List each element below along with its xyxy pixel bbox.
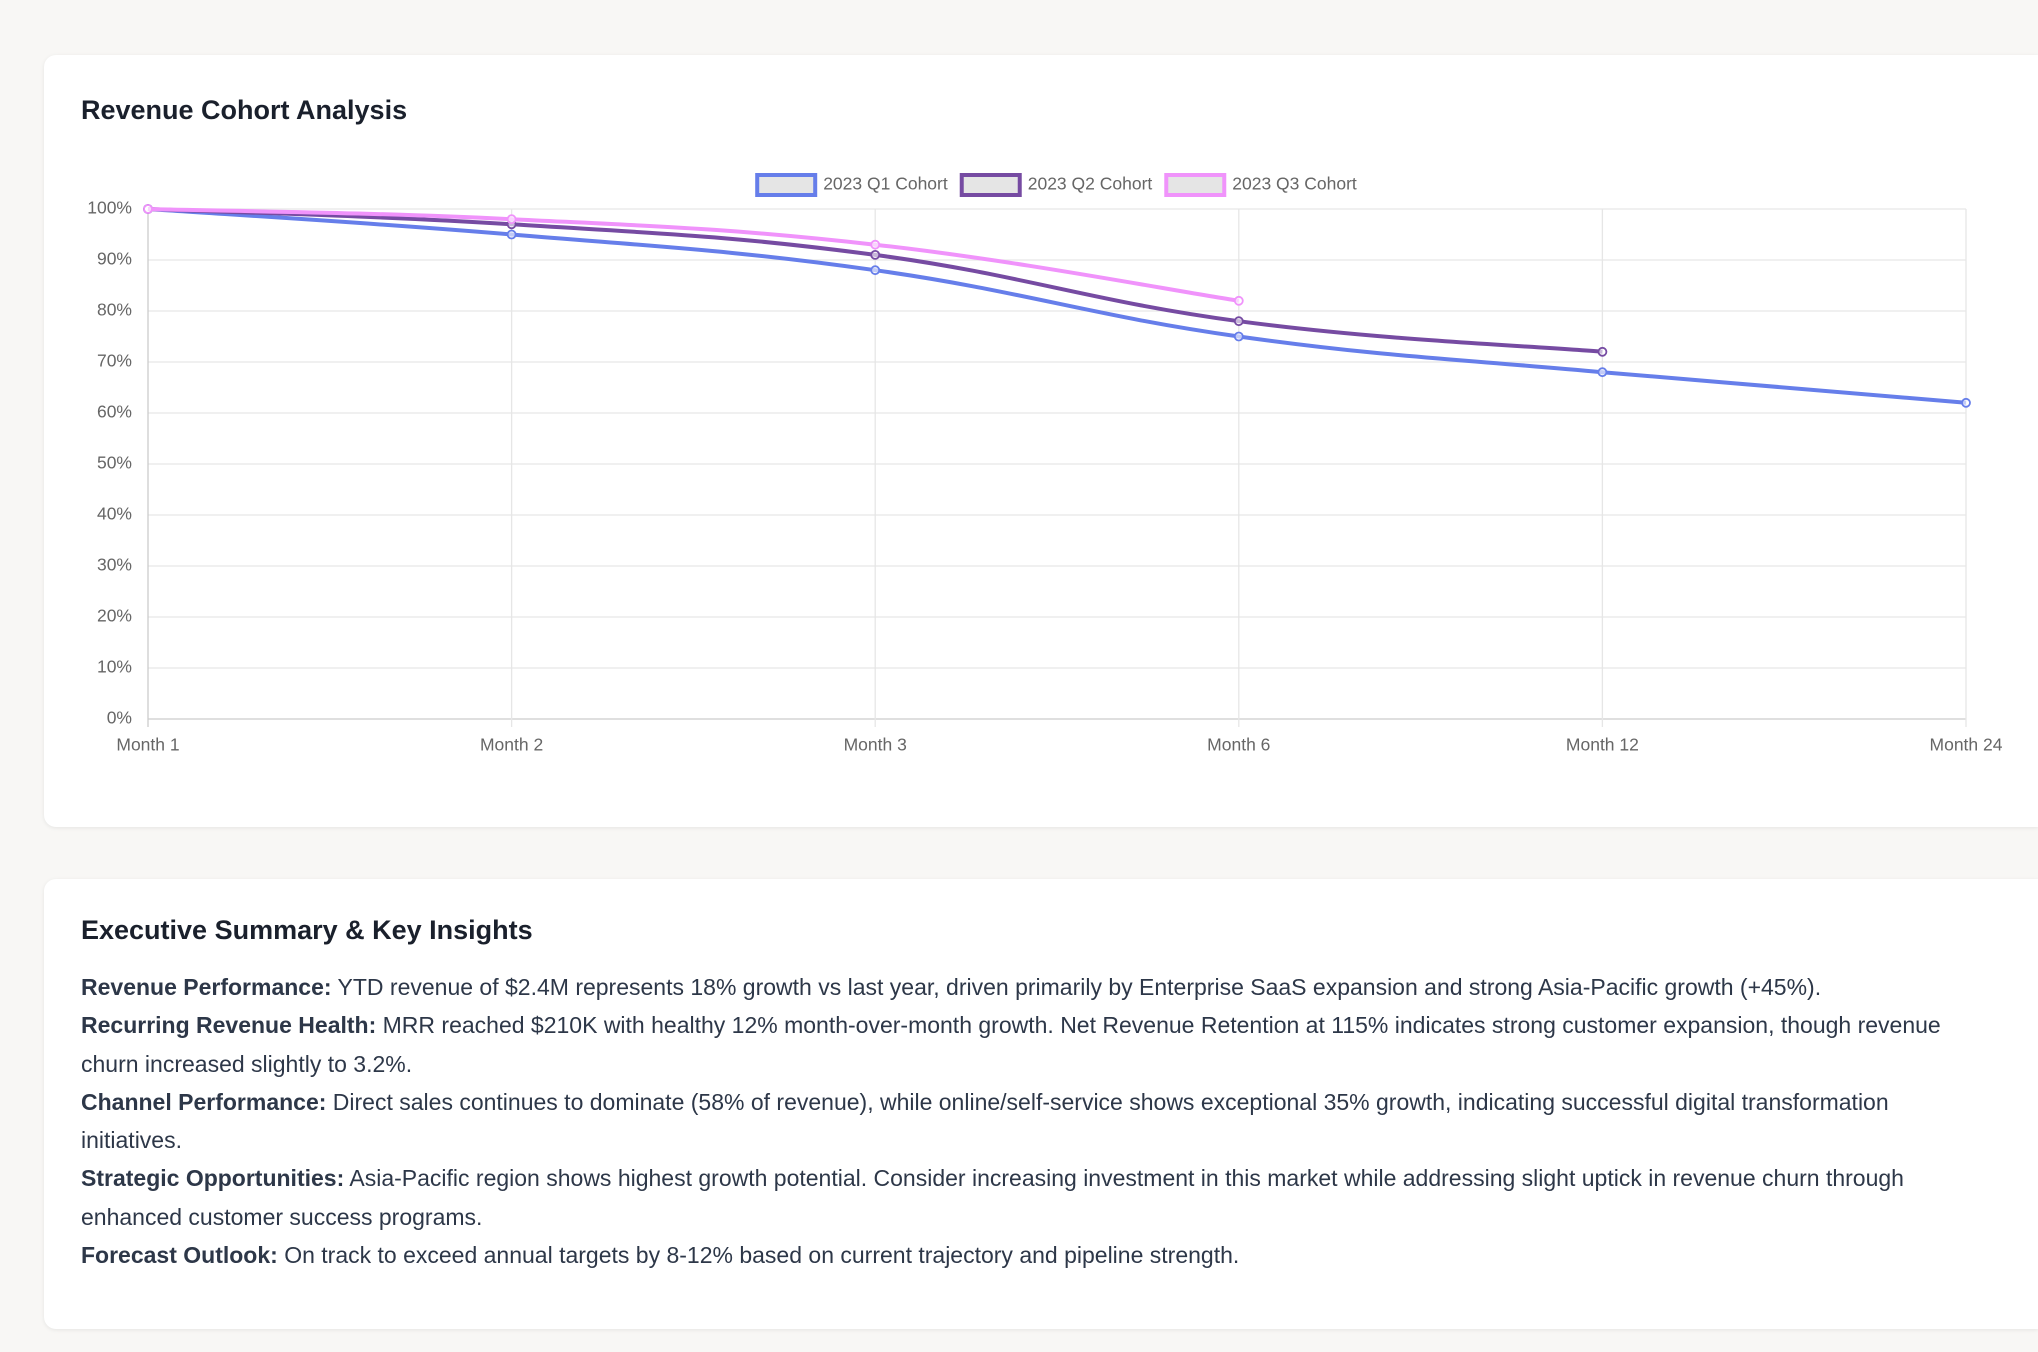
summary-item: Strategic Opportunities: Asia-Pacific re… xyxy=(81,1159,1981,1236)
y-tick-label: 10% xyxy=(97,657,132,677)
y-tick-label: 20% xyxy=(97,606,132,626)
item-label: Revenue Performance: xyxy=(81,974,332,1000)
x-tick-label: Month 6 xyxy=(1207,735,1270,755)
summary-title: Executive Summary & Key Insights xyxy=(81,915,533,945)
data-point xyxy=(1597,367,1608,378)
y-tick-label: 0% xyxy=(107,708,132,728)
data-point xyxy=(1233,331,1244,342)
item-text: MRR reached $210K with healthy 12% month… xyxy=(81,1012,1941,1077)
data-point xyxy=(870,249,881,260)
series-line xyxy=(147,207,1967,405)
y-tick-label: 40% xyxy=(97,504,132,524)
data-point xyxy=(143,204,153,214)
data-point xyxy=(1597,346,1608,357)
data-point xyxy=(870,265,881,276)
legend-swatch xyxy=(959,173,1022,197)
summary-list: Revenue Performance: YTD revenue of $2.4… xyxy=(81,968,1998,1274)
y-tick-label: 90% xyxy=(97,249,132,269)
y-tick-label: 70% xyxy=(97,351,132,371)
chart-card xyxy=(44,55,2038,827)
legend-item: 2023 Q2 Cohort xyxy=(959,173,1153,197)
item-label: Strategic Opportunities: xyxy=(81,1165,345,1192)
y-tick-label: 60% xyxy=(97,402,132,422)
data-point xyxy=(506,214,517,225)
legend-label: 2023 Q3 Cohort xyxy=(1232,174,1357,194)
legend-label: 2023 Q2 Cohort xyxy=(1028,174,1153,194)
legend-swatch xyxy=(755,173,818,197)
y-tick-label: 30% xyxy=(97,555,132,575)
x-tick-label: Month 12 xyxy=(1566,735,1639,755)
y-tick-label: 100% xyxy=(87,198,132,218)
data-point xyxy=(506,229,517,240)
summary-item: Channel Performance: Direct sales contin… xyxy=(81,1083,1981,1160)
data-point xyxy=(1233,316,1244,327)
item-label: Forecast Outlook: xyxy=(81,1242,278,1269)
x-tick-label: Month 2 xyxy=(480,735,543,755)
x-tick-label: Month 24 xyxy=(1930,735,2003,755)
y-tick-label: 80% xyxy=(97,300,132,320)
data-point xyxy=(1233,295,1244,306)
legend-swatch xyxy=(1164,173,1227,197)
legend-item: 2023 Q1 Cohort xyxy=(755,173,948,197)
item-label: Recurring Revenue Health: xyxy=(81,1012,377,1039)
summary-item: Forecast Outlook: On track to exceed ann… xyxy=(81,1236,1981,1274)
data-point xyxy=(1961,397,1971,408)
chart-title: Revenue Cohort Analysis xyxy=(81,95,407,125)
data-point xyxy=(870,239,881,250)
y-tick-label: 50% xyxy=(97,453,132,473)
item-text: YTD revenue of $2.4M represents 18% grow… xyxy=(337,974,1822,1000)
legend-item: 2023 Q3 Cohort xyxy=(1164,173,1357,197)
item-label: Channel Performance: xyxy=(81,1088,327,1115)
series-line xyxy=(147,207,1240,303)
summary-card: Executive Summary & Key Insights Revenue… xyxy=(44,879,2038,1329)
x-tick-label: Month 3 xyxy=(844,735,907,755)
chart: Revenue Cohort Analysis 0% 10% 20% 30% 40% 50… xyxy=(81,95,2003,755)
item-text: Direct sales continues to dominate (58% … xyxy=(81,1088,1889,1154)
x-tick-label: Month 1 xyxy=(116,735,179,755)
item-text: On track to exceed annual targets by 8-1… xyxy=(284,1242,1240,1269)
item-text: Asia-Pacific region shows highest growth… xyxy=(81,1165,1904,1230)
legend-label: 2023 Q1 Cohort xyxy=(823,174,948,194)
summary-item: Revenue Performance: YTD revenue of $2.4… xyxy=(81,968,1981,1006)
summary-item: Recurring Revenue Health: MRR reached $2… xyxy=(81,1006,1981,1083)
